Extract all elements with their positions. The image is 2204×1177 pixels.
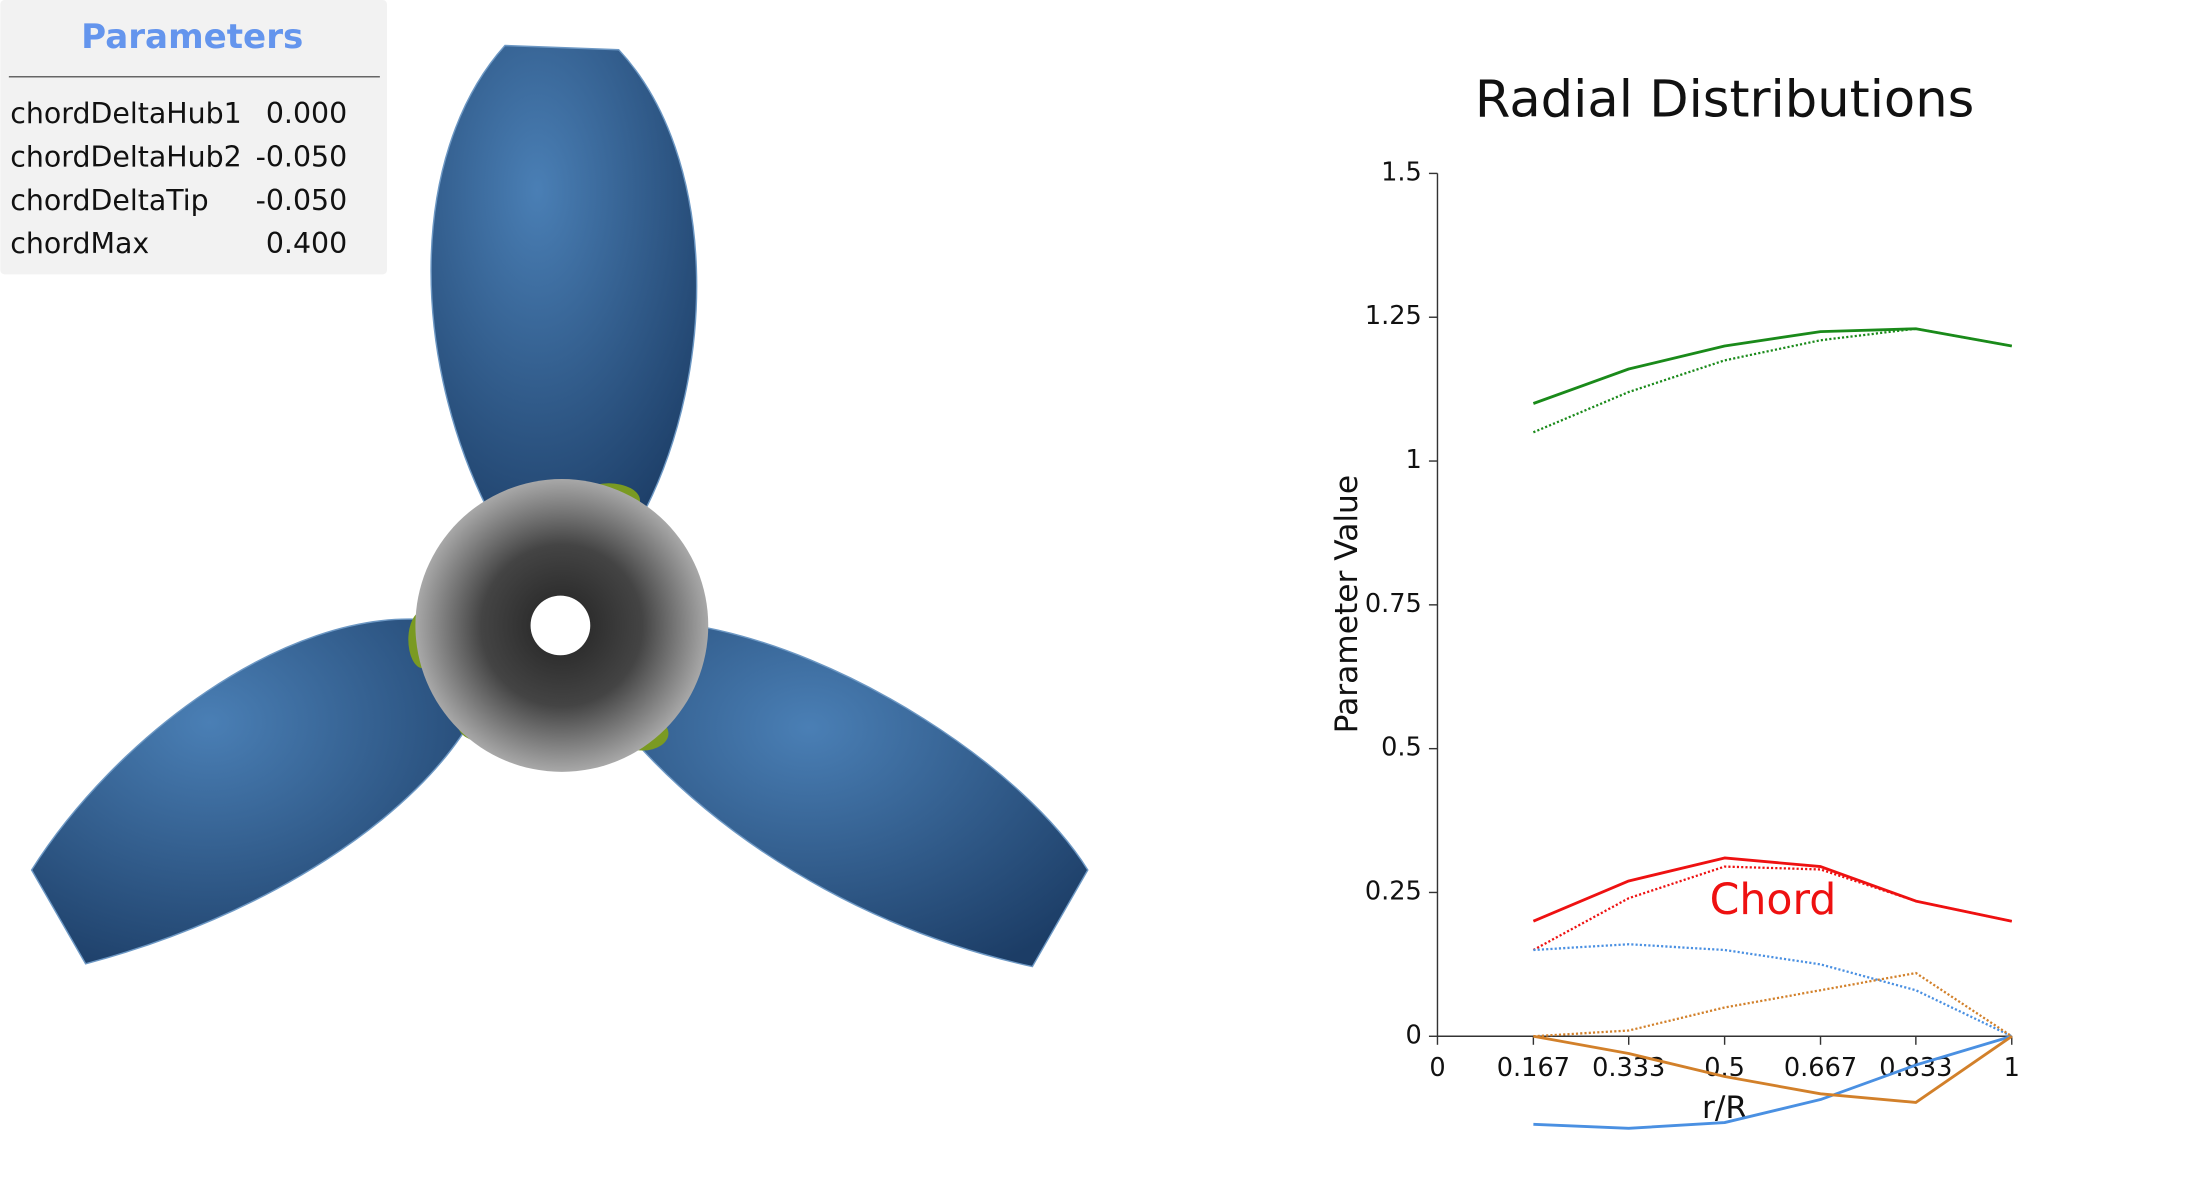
param-name: chordDeltaHub1 [10,97,241,130]
x-axis-label: r/R [1702,1090,1747,1126]
param-value: 0.400 [266,227,347,260]
y-tick-label: 0.5 [1381,733,1422,763]
param-name: chordMax [10,227,149,260]
chart: Radial Distributions r/R Parameter Value… [1329,70,2020,1130]
series-line [1533,1034,2013,1104]
series-line [1532,327,2013,405]
x-tick-label: 1 [2004,1053,2020,1083]
param-value: 0.000 [266,97,347,130]
y-tick-label: 1.5 [1381,157,1422,187]
param-name: chordDeltaTip [10,184,208,217]
y-axis-label: Parameter Value [1329,475,1365,733]
panel-bg [0,0,387,275]
blade [430,44,698,530]
annotation: Chord [1710,875,1837,925]
x-tick-label: 0.667 [1784,1053,1857,1083]
series-line [1533,971,2013,1038]
x-tick-label: 0 [1429,1053,1445,1083]
blade [30,618,478,965]
y-tick-label: 0.75 [1365,589,1422,619]
hub-bore [530,595,591,656]
param-value: -0.050 [256,140,348,173]
blade [622,624,1089,968]
param-value: -0.050 [256,184,348,217]
param-name: chordDeltaHub2 [10,140,241,173]
series-line [1533,943,2013,1038]
panel-title: Parameters [81,17,303,57]
series-line [1533,1034,2013,1130]
x-tick-label: 0.333 [1592,1053,1665,1083]
propeller-view[interactable] [30,44,1089,968]
chart-title: Radial Distributions [1475,70,1974,129]
y-tick-label: 0.25 [1365,876,1422,906]
y-tick-label: 1.25 [1365,301,1422,331]
x-tick-label: 0.167 [1497,1053,1570,1083]
parameters-panel: Parameters chordDeltaHub1 0.000 chordDelta… [0,0,387,275]
series-line [1532,327,2012,434]
y-tick-label: 0 [1406,1020,1422,1050]
series-line [1532,865,2012,951]
y-tick-label: 1 [1406,445,1422,475]
